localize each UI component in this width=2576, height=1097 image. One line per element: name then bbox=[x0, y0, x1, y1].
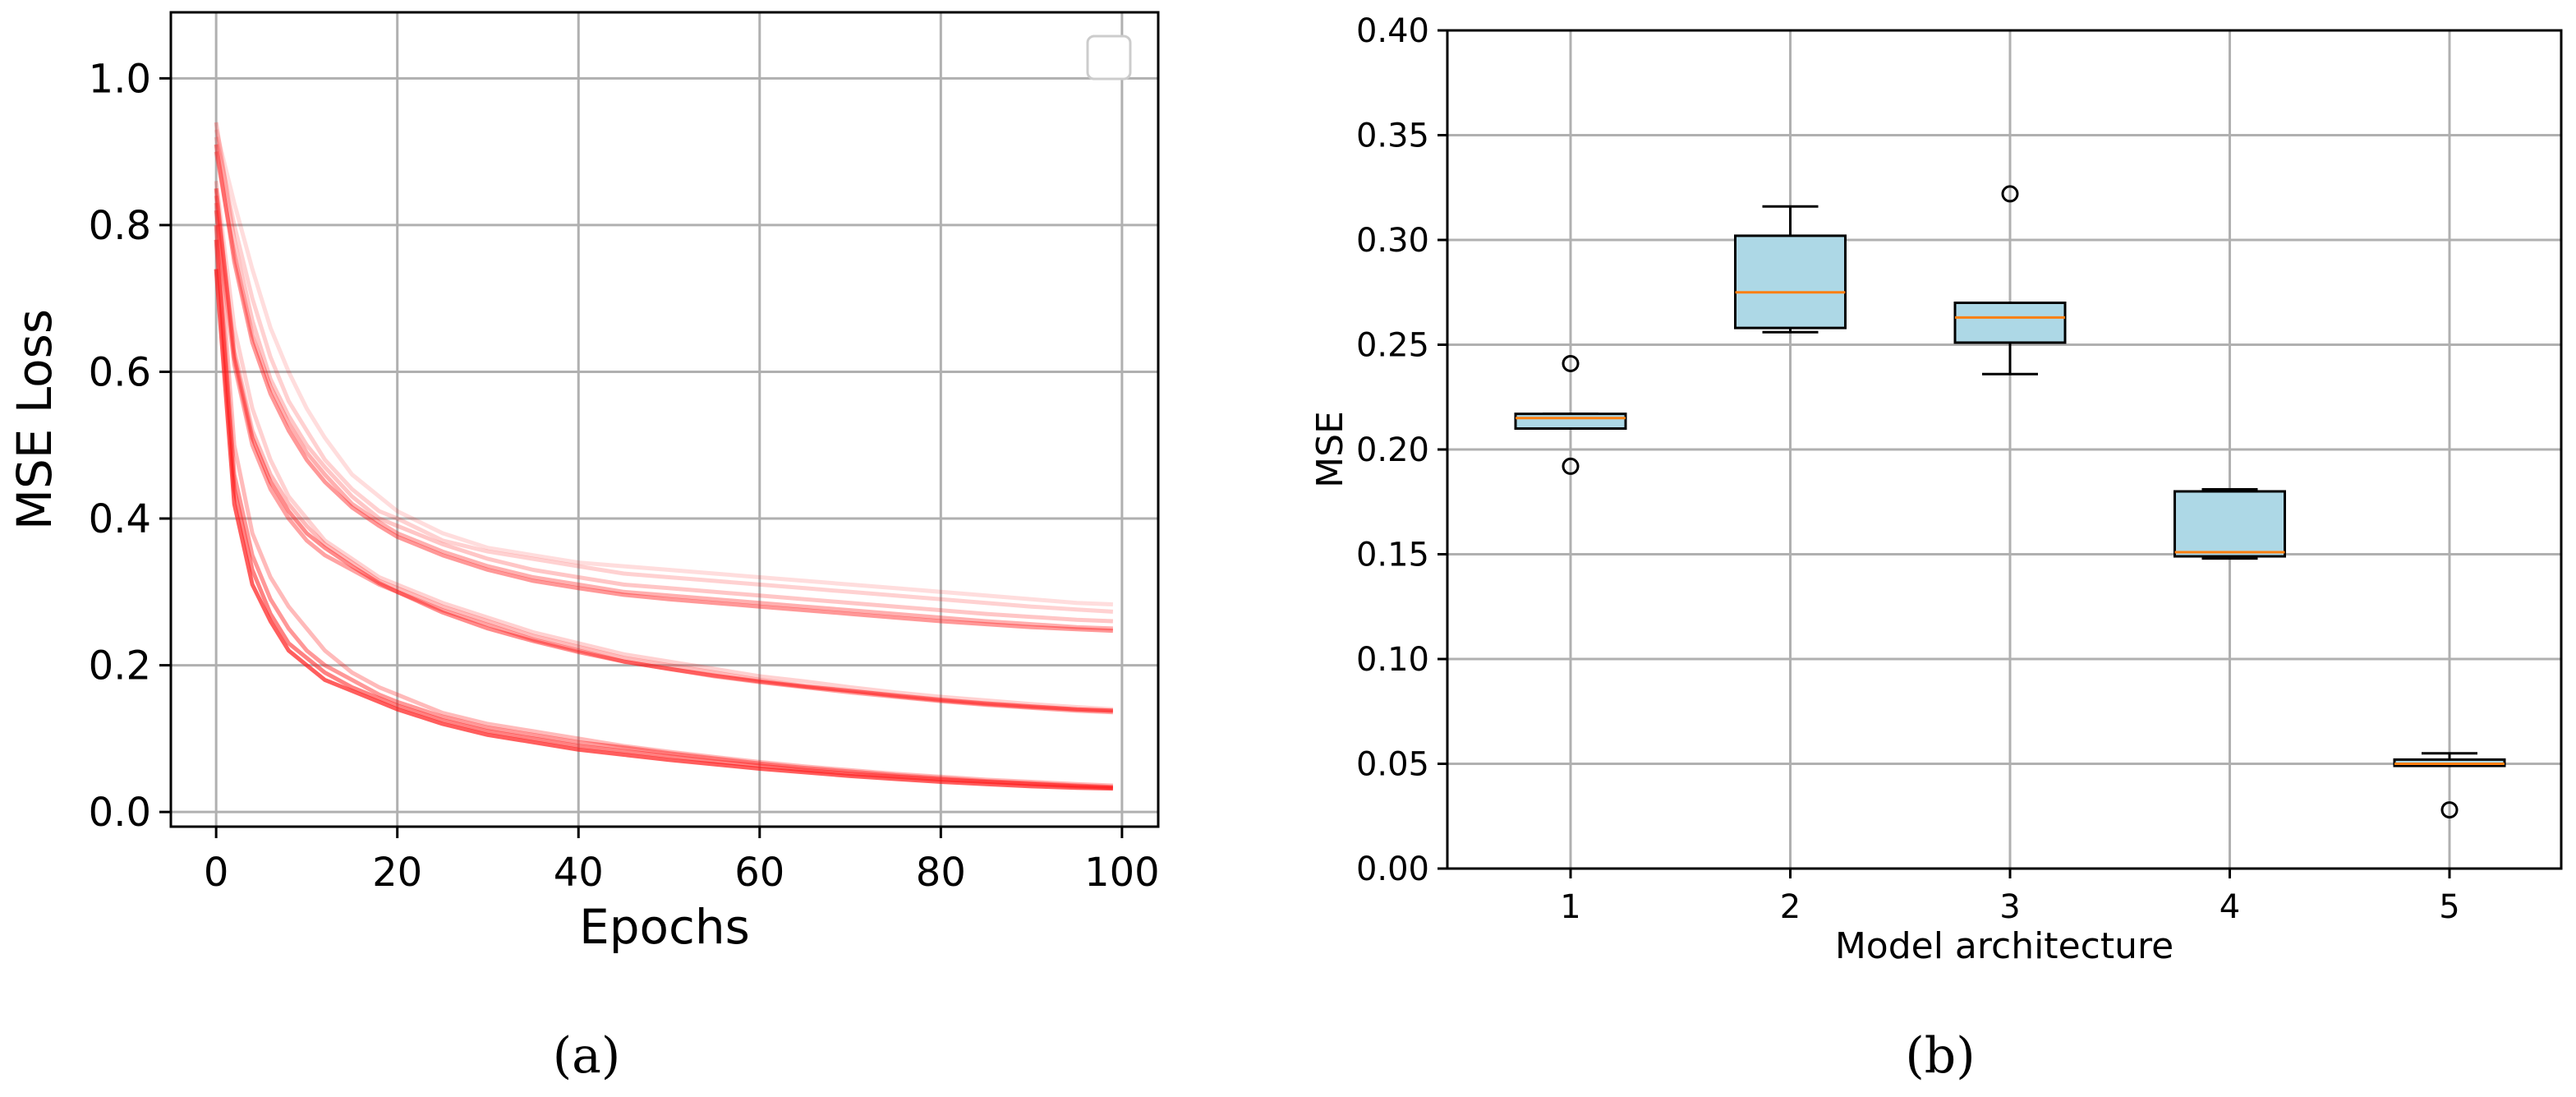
loss-y-tick-label: 1.0 bbox=[89, 56, 151, 102]
boxplot-x-tick-label: 5 bbox=[2439, 888, 2459, 926]
loss-x-tick-label: 80 bbox=[916, 850, 966, 896]
boxplot-y-tick-label: 0.35 bbox=[1356, 118, 1429, 155]
boxplot-x-tick-label: 3 bbox=[1999, 888, 2020, 926]
iqr-box bbox=[1734, 234, 1847, 330]
loss-y-tick-label: 0.4 bbox=[89, 496, 151, 542]
loss-curve bbox=[214, 269, 1113, 791]
loss-x-axis-label: Epochs bbox=[579, 899, 750, 955]
boxplot-x-tick-label: 2 bbox=[1780, 888, 1801, 926]
box-4 bbox=[2174, 487, 2286, 560]
loss-grid bbox=[171, 12, 1158, 827]
outlier-point bbox=[2440, 801, 2459, 819]
loss-ticks: 0 20 40 60 80 100 0.0 0.2 0.4 0.6 0.8 1.0 bbox=[89, 56, 1160, 896]
loss-curve bbox=[214, 144, 1114, 634]
boxplot-y-tick-label: 0.30 bbox=[1356, 222, 1429, 260]
boxplot-y-tick-label: 0.00 bbox=[1356, 850, 1429, 888]
box-3 bbox=[1953, 185, 2067, 376]
boxplot-boxes bbox=[1514, 185, 2506, 819]
boxplot-y-tick-label: 0.20 bbox=[1356, 431, 1429, 469]
boxplot-panel: 0.00 0.05 0.10 0.15 0.20 0.25 0.30 0.35 0.40 1 2 3 4… bbox=[1309, 12, 2563, 967]
boxplot-x-tick-label: 1 bbox=[1560, 888, 1580, 926]
box-2 bbox=[1734, 205, 1847, 334]
outlier-point bbox=[1562, 354, 1580, 372]
loss-curve bbox=[214, 180, 1114, 712]
loss-x-tick-label: 100 bbox=[1084, 850, 1160, 896]
boxplot-y-tick-label: 0.05 bbox=[1356, 746, 1429, 784]
boxplot-y-axis-label: MSE bbox=[1309, 411, 1351, 488]
boxplot-y-tick-label: 0.10 bbox=[1356, 641, 1429, 679]
boxplot-x-axis-label: Model architecture bbox=[1835, 925, 2174, 967]
outlier-point bbox=[2001, 185, 2019, 203]
loss-y-tick-label: 0.0 bbox=[89, 790, 151, 836]
loss-y-tick-label: 0.6 bbox=[89, 349, 151, 395]
boxplot-y-tick-label: 0.25 bbox=[1356, 327, 1429, 365]
loss-curve bbox=[214, 188, 1113, 713]
loss-curve bbox=[214, 239, 1114, 790]
empty-legend-box bbox=[1086, 35, 1132, 81]
loss-curve-panel: 0 20 40 60 80 100 0.0 0.2 0.4 0.6 0.8 1.0 Epochs MS… bbox=[7, 11, 1160, 955]
loss-curve bbox=[214, 129, 1114, 606]
boxplot-y-tick-label: 0.40 bbox=[1356, 12, 1429, 50]
loss-x-tick-label: 40 bbox=[554, 850, 604, 896]
boxplot-y-tick-label: 0.15 bbox=[1356, 537, 1429, 574]
boxplot-x-tick-label: 4 bbox=[2220, 888, 2240, 926]
loss-y-tick-label: 0.2 bbox=[89, 643, 151, 689]
loss-curve bbox=[214, 151, 1113, 631]
loss-curves bbox=[214, 122, 1114, 791]
loss-curve bbox=[214, 122, 1114, 624]
loss-curve bbox=[214, 202, 1114, 788]
caption-a: (a) bbox=[553, 1027, 621, 1085]
caption-b: (b) bbox=[1905, 1027, 1975, 1085]
loss-x-tick-label: 20 bbox=[372, 850, 422, 896]
iqr-box bbox=[1514, 413, 1627, 430]
iqr-box bbox=[1953, 302, 2067, 344]
loss-y-tick-label: 0.8 bbox=[89, 203, 151, 249]
box-1 bbox=[1514, 354, 1627, 475]
box-5 bbox=[2393, 752, 2506, 819]
loss-curve bbox=[214, 136, 1114, 614]
boxplot-ticks: 0.00 0.05 0.10 0.15 0.20 0.25 0.30 0.35 0.40 1 2 3 4… bbox=[1356, 12, 2460, 926]
loss-x-tick-label: 0 bbox=[204, 850, 229, 896]
loss-plot-frame bbox=[169, 11, 1160, 828]
loss-x-tick-label: 60 bbox=[734, 850, 784, 896]
outlier-point bbox=[1562, 457, 1580, 475]
loss-y-axis-label: MSE Loss bbox=[7, 309, 62, 530]
iqr-box bbox=[2174, 490, 2286, 558]
